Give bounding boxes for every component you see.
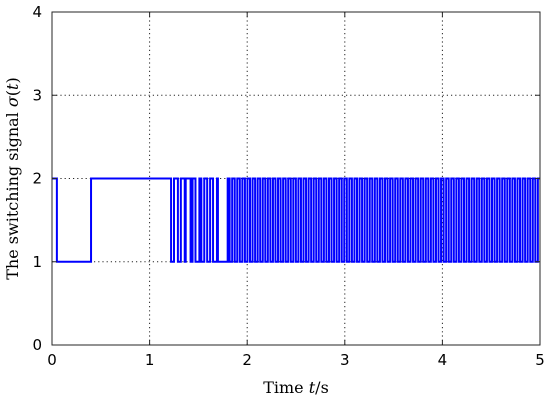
x-tick-label-4: 4 [438, 351, 448, 369]
y-axis-label-open-paren: ( [3, 90, 22, 96]
axis-ticks: 0 1 2 3 4 5 0 1 2 3 4 [32, 3, 544, 369]
x-axis-label-variable: t [309, 378, 316, 397]
y-tick-label-1: 1 [32, 253, 42, 271]
y-axis-label-prefix: The switching signal [3, 107, 22, 280]
x-axis-label-prefix: Time [263, 378, 309, 397]
y-axis-label: The switching signal σ(t) [3, 77, 22, 279]
x-tick-label-5: 5 [535, 351, 545, 369]
x-axis-label-unit: /s [315, 378, 329, 397]
x-tick-label-1: 1 [145, 351, 155, 369]
x-tick-label-3: 3 [340, 351, 350, 369]
y-axis-label-close-paren: ) [3, 77, 22, 83]
x-tick-label-0: 0 [47, 351, 57, 369]
y-tick-label-2: 2 [32, 170, 42, 188]
y-tick-label-0: 0 [32, 336, 42, 354]
y-tick-label-3: 3 [32, 86, 42, 104]
y-axis-label-sigma: σ [3, 95, 22, 107]
y-tick-label-4: 4 [32, 3, 42, 21]
switching-signal-series [52, 177, 540, 263]
y-axis-label-t: t [3, 83, 22, 90]
x-tick-label-2: 2 [242, 351, 252, 369]
x-axis-label: Time t/s [263, 378, 329, 397]
